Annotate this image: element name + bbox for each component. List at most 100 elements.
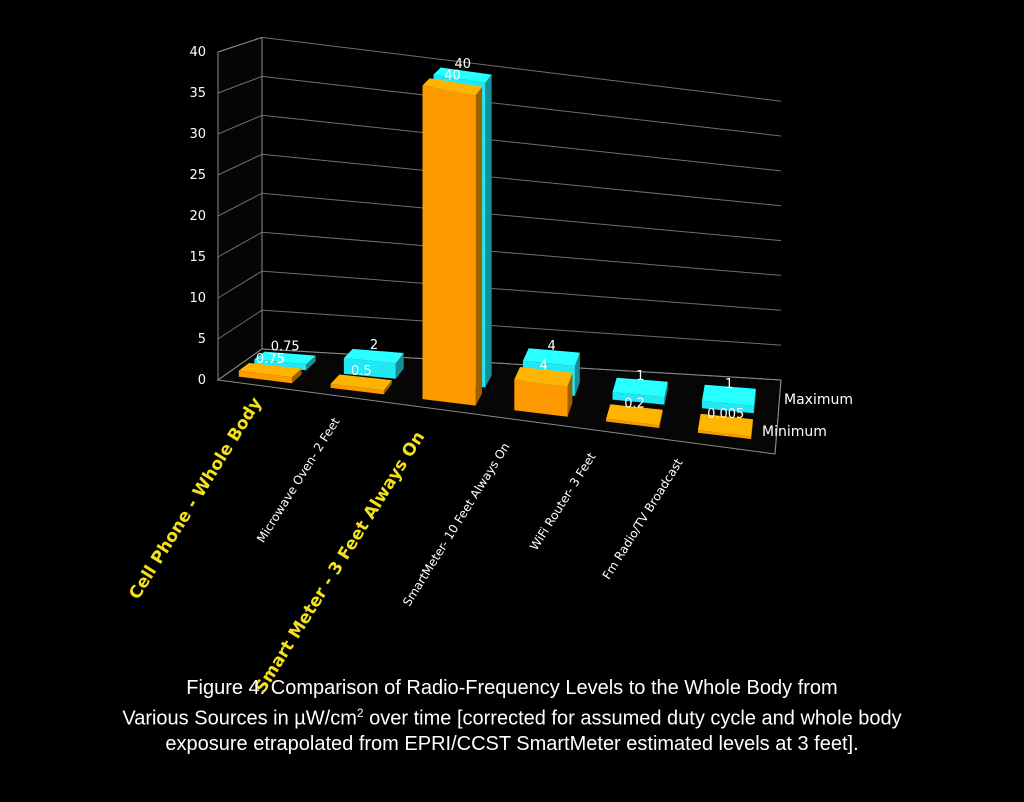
category-label: Cell Phone - Whole Body — [125, 394, 266, 603]
bar-top-face — [330, 374, 392, 391]
bar-minimum — [330, 374, 392, 395]
bar-side-face — [567, 372, 573, 417]
gridline — [217, 153, 782, 207]
floor-right-edge — [774, 379, 782, 455]
gridline — [217, 114, 782, 172]
category-label: SmartMeter- 10 Feet Always On — [400, 440, 513, 609]
gridline — [217, 309, 782, 346]
bar-side-face — [659, 409, 663, 428]
bar-side-face — [475, 86, 483, 406]
bar-top-face — [612, 377, 668, 398]
y-tick-label: 30 — [189, 127, 206, 142]
caption-line-2-start: Various Sources in — [122, 707, 295, 730]
bar-front-face — [330, 383, 384, 395]
y-tick-label: 5 — [198, 332, 206, 347]
y-axis: 0 5 10 15 20 25 30 35 40 — [189, 45, 206, 388]
bar-maximum — [702, 384, 756, 414]
caption-line-3: exposure etrapolated from EPRI/CCST Smar… — [165, 732, 859, 755]
caption-unit: µW/cm — [294, 707, 357, 730]
bar-top-face — [606, 404, 663, 426]
bar-maximum — [254, 351, 316, 371]
figure-caption: Figure 4. Comparison of Radio-Frequency … — [0, 676, 1024, 757]
bar-side-face — [292, 368, 302, 384]
series-labels: Maximum Minimum — [762, 392, 853, 440]
value-label: 40 — [444, 68, 461, 83]
category-label: Fm Radio/TV Broadcast — [600, 456, 686, 582]
bar-maximum — [612, 377, 668, 405]
bar-side-face — [395, 353, 404, 379]
category-label: Smart Meter - 3 Feet Always On — [251, 428, 429, 697]
gridline — [217, 36, 782, 102]
bar-front-face — [343, 358, 396, 379]
value-label: 4 — [547, 339, 555, 354]
bar-side-face — [485, 74, 492, 388]
bar-side-face — [664, 381, 668, 405]
bar-minimum — [514, 367, 573, 417]
bar-side-face — [574, 352, 580, 396]
y-tick-label: 0 — [198, 373, 206, 388]
bar-minimum — [697, 413, 753, 440]
bars — [238, 67, 756, 440]
value-label: 1 — [636, 369, 644, 384]
value-label: 0.5 — [351, 364, 372, 379]
gridline — [217, 348, 782, 381]
value-label: 40 — [455, 57, 472, 72]
chart-walls — [216, 36, 782, 455]
y-tick-label: 15 — [189, 250, 206, 265]
bar-side-face — [306, 355, 316, 371]
y-tick-label: 10 — [189, 291, 206, 306]
bar-top-face — [697, 413, 753, 437]
bar-top-face — [433, 67, 492, 83]
bar-side-face — [751, 419, 753, 440]
y-tick-label: 20 — [189, 209, 206, 224]
gridline — [217, 270, 782, 311]
value-label: 4 — [539, 358, 547, 373]
bar-front-face — [514, 379, 568, 417]
bar-top-face — [514, 367, 573, 387]
y-tick-label: 25 — [189, 168, 206, 183]
y-tick-label: 40 — [189, 45, 206, 60]
gridline — [217, 192, 782, 242]
bar-top-face — [343, 348, 404, 364]
gridlines — [217, 36, 782, 455]
bar-top-face — [422, 78, 483, 96]
bar-front-face — [702, 400, 754, 414]
y-tick-label: 35 — [189, 86, 206, 101]
bar-front-face — [606, 418, 660, 428]
bar-maximum — [343, 348, 404, 379]
bar-minimum — [238, 363, 302, 384]
bar-minimum — [422, 78, 483, 406]
value-label: 0.2 — [624, 397, 645, 412]
value-label: 1 — [725, 377, 733, 392]
series-label-maximum: Maximum — [784, 392, 853, 408]
bar-top-face — [702, 384, 756, 406]
value-label: 0.75 — [256, 352, 285, 367]
bar-front-face — [612, 392, 665, 405]
bar-side-face — [753, 388, 756, 414]
value-labels: 0.75 2 40 4 1 1 0.75 0.5 40 4 0.2 0.005 — [256, 57, 744, 422]
category-label: WiFi Router- 3 Feet — [527, 450, 599, 553]
bar-top-face — [522, 348, 580, 367]
bar-front-face — [238, 370, 293, 384]
side-wall — [217, 36, 263, 381]
caption-unit-exponent: 2 — [356, 706, 364, 720]
bar-top-face — [254, 351, 316, 365]
category-label: Microwave Oven- 2 Feet — [254, 415, 343, 545]
value-label: 0.75 — [271, 340, 300, 355]
series-label-minimum: Minimum — [762, 424, 827, 440]
value-label: 0.005 — [707, 407, 744, 422]
gridline — [217, 231, 782, 276]
bar-front-face — [697, 430, 752, 440]
bar-top-face — [238, 363, 302, 378]
bar-side-face — [383, 380, 392, 395]
bar-front-face — [422, 85, 476, 406]
bar-minimum — [606, 404, 663, 428]
value-label: 2 — [370, 338, 378, 353]
caption-line-2-end: over time [corrected for assumed duty cy… — [363, 707, 902, 730]
bar-front-face — [254, 359, 307, 371]
caption-line-2: Various Sources in µW/cm2 over time [cor… — [0, 701, 1024, 732]
caption-line-1: Figure 4. Comparison of Radio-Frequency … — [186, 677, 838, 699]
gridline — [217, 75, 782, 137]
